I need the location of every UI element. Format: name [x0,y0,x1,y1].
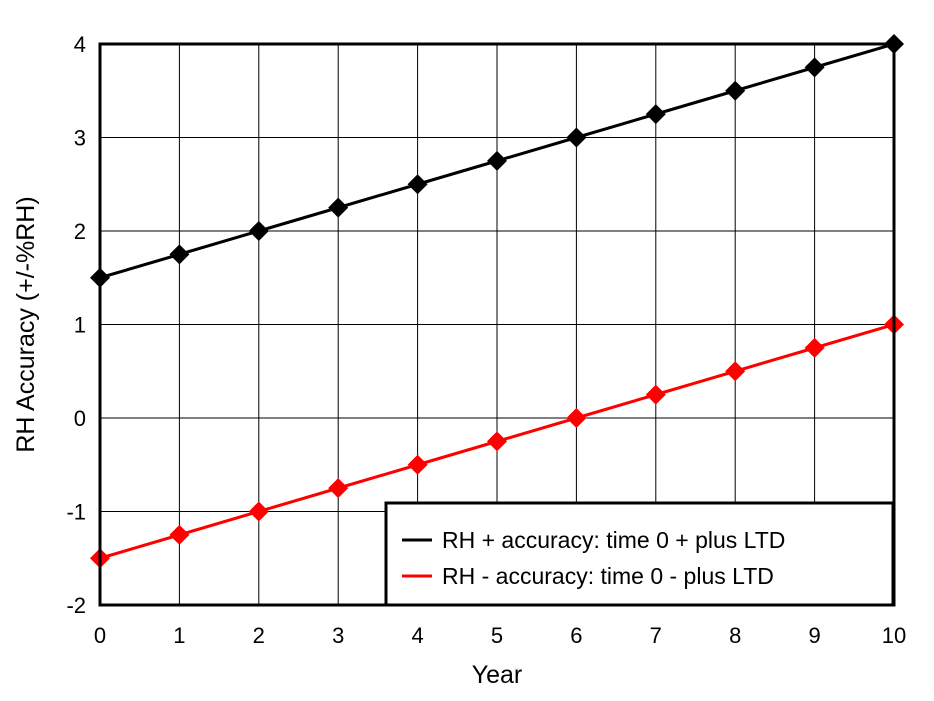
data-point-marker [566,408,587,428]
x-tick-label: 5 [491,623,503,648]
y-tick-label: 1 [74,313,86,338]
data-point-marker [407,174,428,195]
y-axis-title: RH Accuracy (+/-%RH) [12,196,40,452]
series-layer [90,34,904,569]
data-point-marker [248,501,269,522]
x-tick-label: 0 [94,623,106,648]
data-point-marker [566,127,587,148]
data-point-marker [328,478,349,499]
x-tick-label: 1 [173,623,185,648]
data-point-marker [645,384,666,405]
y-tick-label: 4 [74,32,86,57]
y-tick-label: 3 [74,126,86,151]
series-2 [90,314,904,569]
x-tick-label: 10 [882,623,906,648]
data-point-marker [804,57,825,78]
x-tick-label: 6 [570,623,582,648]
data-point-marker [248,221,269,241]
x-tick-label: 9 [808,623,820,648]
x-tick-label: 3 [332,623,344,648]
data-point-marker [407,454,428,475]
legend-label: RH - accuracy: time 0 - plus LTD [442,563,774,589]
y-tick-label: 2 [74,219,86,244]
x-tick-label: 2 [253,623,265,648]
y-tick-label: 0 [74,406,86,431]
x-tick-label: 7 [650,623,662,648]
data-point-marker [169,524,190,545]
data-point-marker [487,150,507,171]
x-tick-labels: 0 1 2 3 4 5 6 7 8 9 10 [94,623,906,648]
data-point-marker [725,80,746,101]
series-1 [90,34,904,288]
data-point-marker [725,361,746,382]
data-point-marker [328,197,349,218]
y-tick-label: -2 [66,593,86,618]
data-point-marker [645,104,666,125]
legend-box [384,501,895,607]
data-point-marker [804,337,825,358]
data-point-marker [487,431,507,452]
x-axis-title: Year [472,661,523,689]
y-tick-labels: -2 -1 0 1 2 3 4 [66,32,86,618]
y-tick-label: -1 [66,500,86,525]
x-tick-label: 4 [411,623,423,648]
legend: RH + accuracy: time 0 + plus LTD RH - acc… [384,501,895,607]
data-point-marker [169,244,190,265]
legend-label: RH + accuracy: time 0 + plus LTD [442,527,785,553]
x-tick-label: 8 [729,623,741,648]
